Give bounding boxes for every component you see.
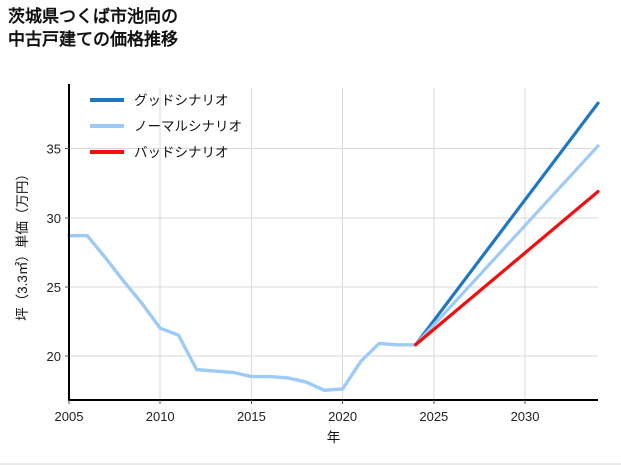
y-tick-labels: 20 25 30 35: [47, 142, 61, 364]
y-tick-label: 25: [47, 280, 61, 295]
series-line-3: [413, 189, 600, 347]
series-line-1: [413, 101, 600, 347]
series-line-0: [67, 234, 418, 393]
x-axis-title: 年: [327, 430, 341, 445]
page-title: 茨城県つくば市池向の 中古戸建ての価格推移: [8, 7, 178, 49]
x-tick-label: 2010: [146, 409, 175, 424]
axis-ticks: [65, 148, 526, 404]
y-tick-label: 30: [47, 211, 61, 226]
legend-label-2: バッドシナリオ: [134, 145, 229, 160]
y-axis-title: 坪（3.3㎡）単価（万円）: [15, 167, 30, 321]
x-tick-label: 2030: [511, 409, 540, 424]
gridlines: [69, 148, 598, 357]
x-tick-label: 2020: [328, 409, 357, 424]
x-gridlines: [159, 88, 526, 400]
legend-label-0: グッドシナリオ: [134, 93, 229, 108]
y-tick-label: 35: [47, 142, 61, 157]
series-line-2: [413, 144, 600, 347]
x-tick-label: 2005: [55, 409, 84, 424]
series-group: [67, 101, 600, 393]
y-tick-label: 20: [47, 349, 61, 364]
x-tick-label: 2015: [237, 409, 266, 424]
x-tick-label: 2025: [419, 409, 448, 424]
x-tick-labels: 2005 2010 2015 2020 2025 2030: [55, 409, 540, 424]
legend-label-1: ノーマルシナリオ: [134, 119, 242, 134]
